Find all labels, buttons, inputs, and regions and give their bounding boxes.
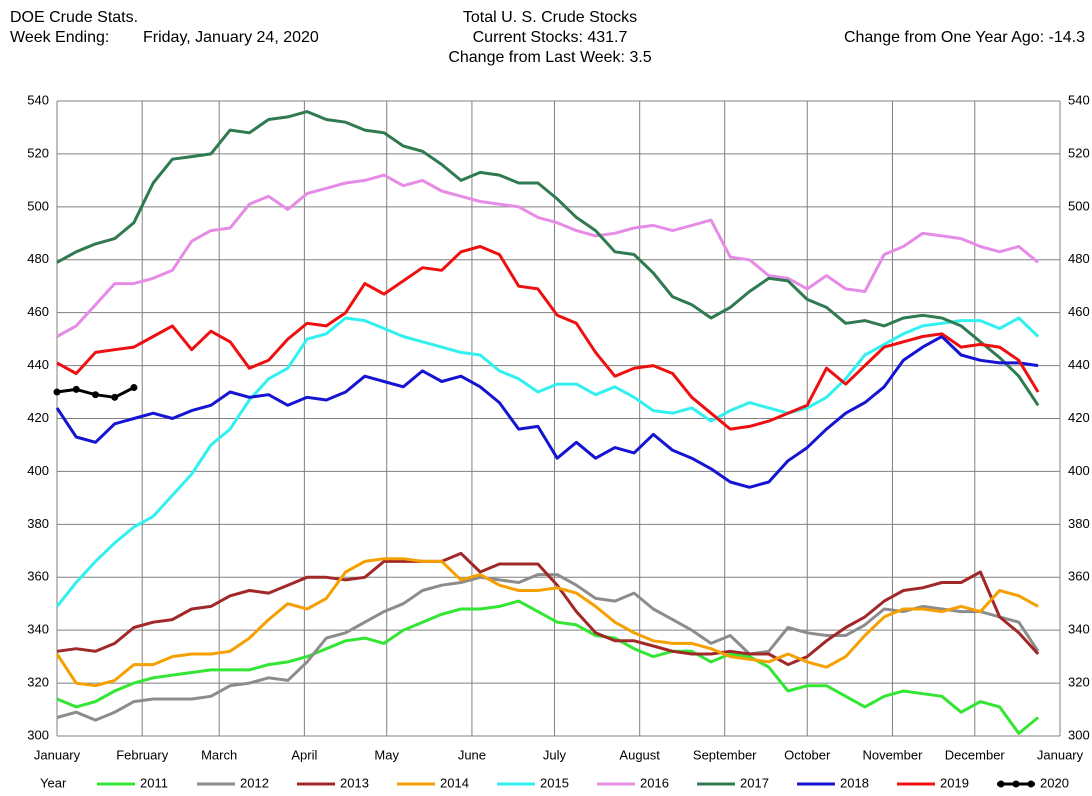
y-tick-label: 540 bbox=[27, 92, 49, 107]
y-tick-label: 360 bbox=[27, 569, 49, 584]
y-tick-label: 400 bbox=[27, 463, 49, 478]
legend-label: 2019 bbox=[940, 775, 969, 790]
legend-marker bbox=[1012, 780, 1020, 788]
x-tick-label: August bbox=[619, 747, 660, 762]
point bbox=[111, 393, 119, 401]
legend-label: 2018 bbox=[840, 775, 869, 790]
y-tick-label: 500 bbox=[27, 198, 49, 213]
x-tick-label: April bbox=[291, 747, 317, 762]
x-tick-label: July bbox=[543, 747, 567, 762]
y-tick-label: 320 bbox=[27, 675, 49, 690]
x-tick-label: September bbox=[693, 747, 757, 762]
subtitle: Current Stocks: 431.7 bbox=[473, 29, 628, 46]
series-line bbox=[55, 335, 1039, 489]
legend-label: 2013 bbox=[340, 775, 369, 790]
x-tick-label: October bbox=[784, 747, 831, 762]
series-line bbox=[56, 245, 1040, 431]
y-tick-label: 420 bbox=[27, 410, 49, 425]
x-tick-label: January bbox=[1037, 747, 1084, 762]
series-line bbox=[56, 551, 1040, 667]
point bbox=[53, 388, 61, 396]
y2-tick-label: 300 bbox=[1068, 727, 1090, 742]
y-tick-label: 380 bbox=[27, 516, 49, 531]
legend-label: 2015 bbox=[540, 775, 569, 790]
legend-label: 2014 bbox=[440, 775, 469, 790]
y2-tick-label: 500 bbox=[1068, 198, 1090, 213]
header-right: Change from One Year Ago: -14.3 bbox=[844, 29, 1085, 46]
chart-title: Total U. S. Crude Stocks bbox=[463, 9, 637, 26]
point bbox=[91, 391, 99, 399]
x-tick-label: January bbox=[34, 747, 81, 762]
point bbox=[72, 385, 80, 393]
y2-tick-label: 400 bbox=[1068, 463, 1090, 478]
y-tick-label: 300 bbox=[27, 727, 49, 742]
x-tick-label: June bbox=[458, 747, 486, 762]
y2-tick-label: 340 bbox=[1068, 622, 1090, 637]
legend-title: Year bbox=[40, 775, 67, 790]
legend-marker bbox=[1027, 780, 1035, 788]
series-line bbox=[56, 599, 1040, 735]
week-ending: Friday, January 24, 2020 bbox=[143, 29, 319, 46]
y-tick-label: 480 bbox=[27, 251, 49, 266]
x-tick-label: May bbox=[374, 747, 399, 762]
series-line bbox=[56, 110, 1040, 407]
y2-tick-label: 480 bbox=[1068, 251, 1090, 266]
x-tick-label: December bbox=[945, 747, 1006, 762]
series-line bbox=[55, 316, 1040, 608]
point bbox=[130, 384, 138, 392]
y-tick-label: 460 bbox=[27, 304, 49, 319]
header-left: DOE Crude Stats. bbox=[10, 9, 138, 26]
y2-tick-label: 440 bbox=[1068, 357, 1090, 372]
legend-marker bbox=[997, 780, 1005, 788]
subtitle: Change from Last Week: 3.5 bbox=[448, 49, 651, 66]
legend-label: 2020 bbox=[1040, 775, 1069, 790]
legend-label: 2016 bbox=[640, 775, 669, 790]
y2-tick-label: 460 bbox=[1068, 304, 1090, 319]
legend-label: 2011 bbox=[140, 775, 168, 790]
y-tick-label: 440 bbox=[27, 357, 49, 372]
y2-tick-label: 320 bbox=[1068, 675, 1090, 690]
y-tick-label: 340 bbox=[27, 622, 49, 637]
x-tick-label: March bbox=[201, 747, 237, 762]
y2-tick-label: 540 bbox=[1068, 92, 1090, 107]
y2-tick-label: 360 bbox=[1068, 569, 1090, 584]
y-tick-label: 520 bbox=[27, 145, 49, 160]
series-line bbox=[55, 557, 1039, 688]
x-tick-label: November bbox=[862, 747, 923, 762]
legend-label: 2012 bbox=[240, 775, 269, 790]
y2-tick-label: 380 bbox=[1068, 516, 1090, 531]
y2-tick-label: 520 bbox=[1068, 145, 1090, 160]
legend-label: 2017 bbox=[740, 775, 769, 790]
y2-tick-label: 420 bbox=[1068, 410, 1090, 425]
series-line bbox=[56, 173, 1040, 338]
x-tick-label: February bbox=[116, 747, 169, 762]
header-left: Week Ending: bbox=[10, 29, 109, 46]
